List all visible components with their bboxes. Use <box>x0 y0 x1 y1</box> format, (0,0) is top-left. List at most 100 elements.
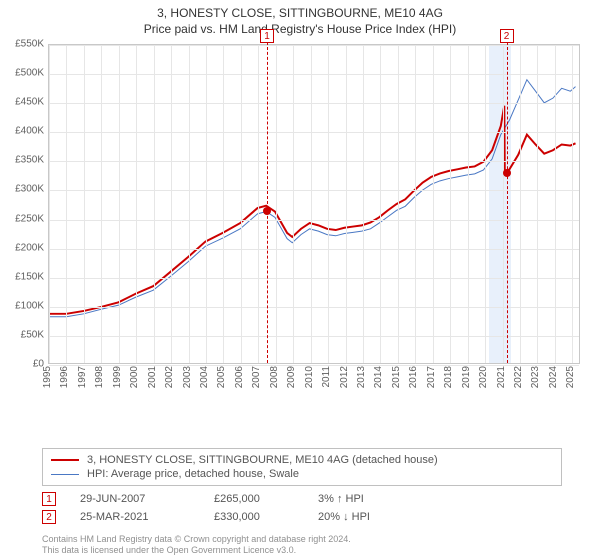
x-tick-label: 2021 <box>496 366 507 388</box>
gridline-v <box>241 45 242 363</box>
gridline-v <box>398 45 399 363</box>
x-tick-label: 2020 <box>478 366 489 388</box>
event-row: 225-MAR-2021£330,00020% ↓ HPI <box>42 508 562 526</box>
x-tick-label: 1998 <box>94 366 105 388</box>
y-tick-label: £300K <box>15 184 44 195</box>
gridline-v <box>485 45 486 363</box>
gridline-h <box>49 307 579 308</box>
event-tag: 2 <box>500 29 514 43</box>
gridline-v <box>520 45 521 363</box>
y-tick-label: £550K <box>15 39 44 50</box>
gridline-v <box>171 45 172 363</box>
legend-swatch <box>51 474 79 475</box>
chart: £0£50K£100K£150K£200K£250K£300K£350K£400… <box>0 44 600 404</box>
chart-lines <box>49 45 579 363</box>
x-tick-label: 2002 <box>164 366 175 388</box>
gridline-v <box>363 45 364 363</box>
x-tick-label: 2003 <box>182 366 193 388</box>
y-tick-label: £450K <box>15 97 44 108</box>
x-tick-label: 2011 <box>321 366 332 388</box>
gridline-h <box>49 74 579 75</box>
x-tick-label: 2000 <box>129 366 140 388</box>
y-tick-label: £150K <box>15 271 44 282</box>
x-tick-label: 2025 <box>565 366 576 388</box>
x-tick-label: 2005 <box>216 366 227 388</box>
x-axis-labels: 1995199619971998199920002001200220032004… <box>48 366 580 406</box>
x-tick-label: 2016 <box>408 366 419 388</box>
series-hpi <box>49 80 576 317</box>
gridline-h <box>49 190 579 191</box>
gridline-v <box>66 45 67 363</box>
gridline-h <box>49 103 579 104</box>
gridline-v <box>258 45 259 363</box>
gridline-h <box>49 132 579 133</box>
event-price: £330,000 <box>214 511 294 523</box>
gridline-v <box>206 45 207 363</box>
footer-line-1: Contains HM Land Registry data © Crown c… <box>42 534 562 545</box>
legend-row: 3, HONESTY CLOSE, SITTINGBOURNE, ME10 4A… <box>51 453 553 467</box>
gridline-v <box>49 45 50 363</box>
gridline-v <box>468 45 469 363</box>
event-note: 20% ↓ HPI <box>318 511 370 523</box>
x-tick-label: 1999 <box>112 366 123 388</box>
gridline-v <box>311 45 312 363</box>
gridline-v <box>154 45 155 363</box>
x-tick-label: 2009 <box>286 366 297 388</box>
event-line <box>267 37 268 363</box>
events-table: 129-JUN-2007£265,0003% ↑ HPI225-MAR-2021… <box>42 490 562 526</box>
x-tick-label: 2012 <box>339 366 350 388</box>
gridline-v <box>415 45 416 363</box>
gridline-v <box>136 45 137 363</box>
y-tick-label: £250K <box>15 213 44 224</box>
gridline-v <box>503 45 504 363</box>
x-tick-label: 2018 <box>443 366 454 388</box>
x-tick-label: 2017 <box>426 366 437 388</box>
x-tick-label: 2019 <box>461 366 472 388</box>
x-tick-label: 2004 <box>199 366 210 388</box>
gridline-h <box>49 161 579 162</box>
x-tick-label: 2015 <box>391 366 402 388</box>
x-tick-label: 2024 <box>548 366 559 388</box>
event-date: 29-JUN-2007 <box>80 493 190 505</box>
event-tag: 1 <box>260 29 274 43</box>
gridline-v <box>450 45 451 363</box>
y-tick-label: £200K <box>15 242 44 253</box>
event-number-box: 2 <box>42 510 56 524</box>
legend-label: HPI: Average price, detached house, Swal… <box>87 468 299 480</box>
y-tick-label: £100K <box>15 300 44 311</box>
y-tick-label: £50K <box>21 329 44 340</box>
legend-swatch <box>51 459 79 461</box>
gridline-v <box>328 45 329 363</box>
chart-title: 3, HONESTY CLOSE, SITTINGBOURNE, ME10 4A… <box>0 0 600 20</box>
event-line <box>507 37 508 363</box>
gridline-v <box>555 45 556 363</box>
data-marker <box>503 169 511 177</box>
x-tick-label: 2008 <box>269 366 280 388</box>
x-tick-label: 2007 <box>251 366 262 388</box>
gridline-h <box>49 45 579 46</box>
y-tick-label: £400K <box>15 126 44 137</box>
x-tick-label: 2023 <box>530 366 541 388</box>
gridline-v <box>293 45 294 363</box>
gridline-h <box>49 278 579 279</box>
x-tick-label: 2022 <box>513 366 524 388</box>
legend-label: 3, HONESTY CLOSE, SITTINGBOURNE, ME10 4A… <box>87 454 438 466</box>
gridline-h <box>49 249 579 250</box>
gridline-v <box>119 45 120 363</box>
gridline-v <box>572 45 573 363</box>
data-marker <box>263 207 271 215</box>
event-price: £265,000 <box>214 493 294 505</box>
gridline-v <box>84 45 85 363</box>
gridline-v <box>276 45 277 363</box>
gridline-h <box>49 220 579 221</box>
event-row: 129-JUN-2007£265,0003% ↑ HPI <box>42 490 562 508</box>
x-tick-label: 2001 <box>147 366 158 388</box>
event-number-box: 1 <box>42 492 56 506</box>
y-tick-label: £350K <box>15 155 44 166</box>
x-tick-label: 2014 <box>373 366 384 388</box>
x-tick-label: 1996 <box>59 366 70 388</box>
gridline-h <box>49 336 579 337</box>
legend: 3, HONESTY CLOSE, SITTINGBOURNE, ME10 4A… <box>42 448 562 486</box>
gridline-v <box>433 45 434 363</box>
gridline-v <box>223 45 224 363</box>
